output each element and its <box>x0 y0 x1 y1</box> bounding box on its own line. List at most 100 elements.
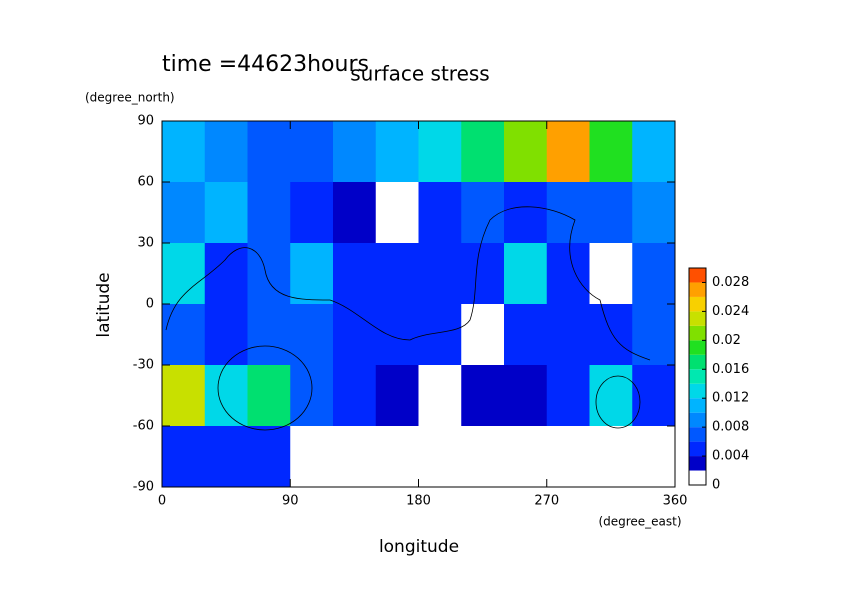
field-cell <box>418 121 462 183</box>
field-cell <box>204 426 248 488</box>
x-tick-label: 180 <box>406 494 431 509</box>
field-cell <box>162 121 206 183</box>
y-tick-label: 0 <box>146 297 154 312</box>
field-cell <box>461 304 505 366</box>
field <box>162 121 676 488</box>
field-cell <box>632 304 676 366</box>
field-cell <box>504 243 548 305</box>
colorbar-band <box>689 354 706 370</box>
field-cell <box>204 121 248 183</box>
field-cell <box>461 426 505 488</box>
field-cell <box>589 182 633 244</box>
field-cell <box>632 243 676 305</box>
y-tick-label: -30 <box>133 358 154 373</box>
colorbar-band <box>689 441 706 457</box>
field-cell <box>247 243 291 305</box>
field-cell <box>333 243 377 305</box>
field-cell <box>632 365 676 427</box>
colorbar-tick-label: 0.02 <box>712 333 741 348</box>
colorbar-band <box>689 296 706 312</box>
x-unit: (degree_east) <box>598 515 681 529</box>
field-cell <box>546 243 590 305</box>
field-cell <box>375 304 419 366</box>
field-cell <box>418 243 462 305</box>
colorbar-band <box>689 369 706 384</box>
field-cell <box>204 243 248 305</box>
x-tick-label: 270 <box>534 494 559 509</box>
colorbar-tick-label: 0.024 <box>712 304 749 319</box>
colorbar-band <box>689 398 706 413</box>
subtitle: time =44623hours <box>162 52 369 77</box>
colorbar-band <box>689 456 706 471</box>
coastline <box>217 345 313 431</box>
field-cell <box>546 182 590 244</box>
colorbar-tick-label: 0.028 <box>712 275 749 290</box>
field-cell <box>247 121 291 183</box>
colorbar-band <box>689 268 706 283</box>
field-cell <box>461 121 505 183</box>
colorbar-band <box>689 383 706 399</box>
field-cell <box>461 365 505 427</box>
coastline <box>595 375 641 429</box>
colorbar-band <box>689 311 706 326</box>
field-cell <box>375 182 419 244</box>
field-cell <box>418 182 462 244</box>
colorbar-band <box>689 282 706 297</box>
field-cell <box>162 304 206 366</box>
colorbar-tick-label: 0.016 <box>712 362 749 377</box>
colorbar-tick-label: 0.012 <box>712 391 749 406</box>
x-tick-label: 0 <box>158 494 166 509</box>
colorbar-band <box>689 427 706 442</box>
field-cell <box>589 365 633 427</box>
colorbar-band <box>689 340 706 355</box>
field-cell <box>375 243 419 305</box>
field-cell <box>504 365 548 427</box>
field-cell <box>290 304 334 366</box>
coastline <box>165 206 651 361</box>
field-cell <box>290 365 334 427</box>
x-axis-label: longitude <box>379 537 459 557</box>
field-cell <box>461 243 505 305</box>
field-cell <box>333 121 377 183</box>
y-tick-label: 60 <box>137 175 154 190</box>
field-cell <box>290 426 334 488</box>
colorbar-tick-label: 0 <box>712 478 720 493</box>
field-cell <box>375 365 419 427</box>
field-cell <box>632 426 676 488</box>
field-cell <box>461 182 505 244</box>
field-cell <box>418 304 462 366</box>
x-tick-label: 90 <box>282 494 299 509</box>
field-cell <box>162 243 206 305</box>
colorbar-tick-label: 0.008 <box>712 420 749 435</box>
field-cell <box>204 304 248 366</box>
field-cell <box>504 121 548 183</box>
field-cell <box>162 426 206 488</box>
field-cell <box>290 182 334 244</box>
field-cell <box>546 304 590 366</box>
field-cell <box>504 304 548 366</box>
field-cell <box>247 365 291 427</box>
x-tick-label: 360 <box>663 494 688 509</box>
colorbar-frame <box>688 267 707 486</box>
y-tick-label: 30 <box>137 236 154 251</box>
field-cell <box>290 121 334 183</box>
field-cell <box>546 365 590 427</box>
field-cell <box>418 426 462 488</box>
field-cell <box>589 426 633 488</box>
field-cell <box>375 121 419 183</box>
field-cell <box>546 426 590 488</box>
field-cell <box>333 182 377 244</box>
field-cell <box>632 121 676 183</box>
y-unit: (degree_north) <box>85 91 175 105</box>
field-cell <box>204 365 248 427</box>
colorbar-tick-label: 0.004 <box>712 449 749 464</box>
field-cell <box>333 304 377 366</box>
field-cell <box>162 182 206 244</box>
colorbar-band <box>689 412 706 428</box>
y-tick-label: -90 <box>133 480 154 495</box>
field-cell <box>418 365 462 427</box>
field-cell <box>333 426 377 488</box>
field-cell <box>546 121 590 183</box>
field-cell <box>589 304 633 366</box>
